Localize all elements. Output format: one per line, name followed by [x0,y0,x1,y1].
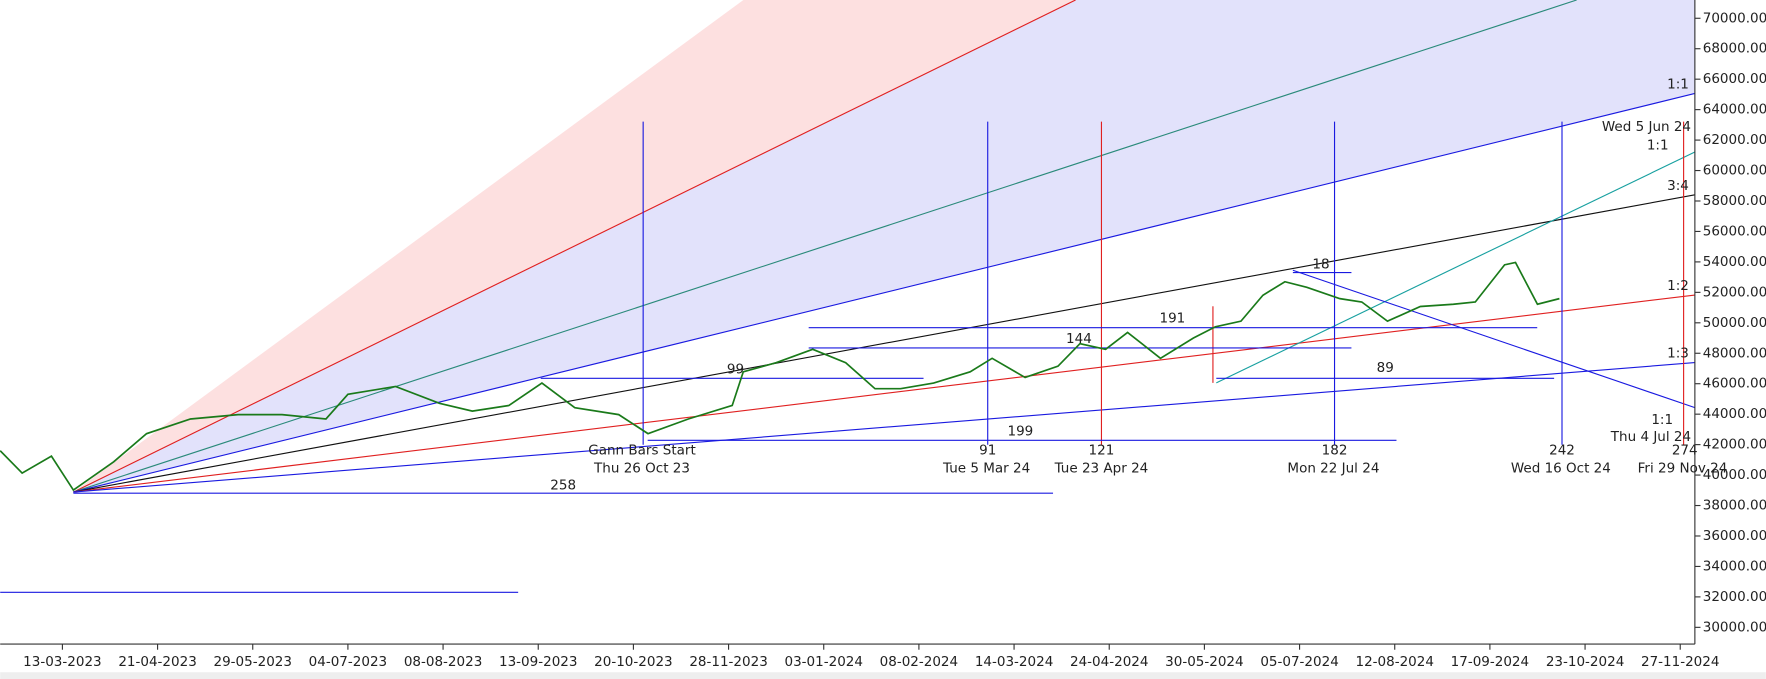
y-tick-label: 64000.00 [1703,102,1766,118]
y-tick-label: 36000.00 [1703,528,1766,544]
annotation: 191 [1160,311,1186,327]
y-tick-label: 30000.00 [1703,619,1766,635]
fan-line [73,0,1076,493]
annotation: Fri 29 Nov 24 [1638,460,1728,476]
y-tick-label: 70000.00 [1703,10,1766,26]
x-tick-label: 30-05-2024 [1165,654,1243,670]
y-tick-label: 52000.00 [1703,284,1766,300]
annotation: 1:2 [1667,278,1689,294]
x-tick-label: 03-01-2024 [785,654,863,670]
y-tick-label: 44000.00 [1703,406,1766,422]
bar-counts [0,271,1555,593]
price-line [0,261,1560,492]
annotation: 182 [1322,442,1348,458]
fan-zone [73,0,1695,493]
x-tick-label: 28-11-2023 [689,654,767,670]
fan-line [73,92,1696,493]
annotation: 99 [727,361,744,377]
y-tick-label: 40000.00 [1703,467,1766,483]
annotation: Wed 16 Oct 24 [1511,460,1611,476]
time-markers [642,121,1685,445]
status-strip [0,672,1766,679]
y-tick-label: 54000.00 [1703,254,1766,270]
annotations: 1:1 Wed 5 Jun 24 1:1 3:4 1:2 1:3 1:1 Thu… [550,76,1727,493]
x-tick-label: 04-07-2023 [309,654,387,670]
fan-line [73,194,1695,493]
annotation: 91 [979,442,996,458]
x-tick-label: 08-02-2024 [880,654,958,670]
annotation: 242 [1549,442,1575,458]
y-tick-label: 68000.00 [1703,41,1766,57]
x-tick-label: 13-03-2023 [23,654,101,670]
y-tick-label: 48000.00 [1703,345,1766,361]
annotation: Tue 5 Mar 24 [942,460,1030,476]
y-tick-label: 42000.00 [1703,437,1766,453]
y-tick-label: 66000.00 [1703,71,1766,87]
x-tick-label: 13-09-2023 [499,654,577,670]
annotation: 121 [1089,442,1115,458]
annotation: Wed 5 Jun 24 [1602,119,1691,135]
x-tick-label: 12-08-2024 [1355,654,1433,670]
annotation: 199 [1007,423,1033,439]
x-tick-label: 21-04-2023 [118,654,196,670]
x-tick-label: 05-07-2024 [1260,654,1338,670]
y-tick-label: 34000.00 [1703,558,1766,574]
x-tick-label: 08-08-2023 [404,654,482,670]
annotation: 1:1 [1647,137,1669,153]
x-tick-label: 29-05-2023 [214,654,292,670]
x-tick-label: 14-03-2024 [975,654,1053,670]
fan-line [73,0,1577,493]
annotation: 258 [550,477,576,493]
y-tick-label: 58000.00 [1703,193,1766,209]
y-tick-label: 60000.00 [1703,163,1766,179]
x-tick-label: 27-11-2024 [1641,654,1719,670]
y-tick-label: 62000.00 [1703,132,1766,148]
x-tick-label: 24-04-2024 [1070,654,1148,670]
annotation: 3:4 [1667,178,1689,194]
annotation: 89 [1377,360,1394,376]
annotation: 144 [1066,331,1092,347]
fan-line [73,362,1695,493]
annotation: Gann Bars Start [588,442,696,458]
x-tick-label: 20-10-2023 [594,654,672,670]
y-tick-label: 56000.00 [1703,223,1766,239]
gann-fan [73,0,1696,493]
annotation: Tue 23 Apr 24 [1054,460,1149,476]
annotation: 1:1 [1667,76,1689,92]
y-tick-label: 32000.00 [1703,589,1766,605]
annotation: Thu 4 Jul 24 [1610,429,1691,445]
x-tick-label: 23-10-2024 [1546,654,1624,670]
trend-line [1216,151,1696,384]
annotation: Mon 22 Jul 24 [1287,460,1379,476]
y-tick-label: 38000.00 [1703,498,1766,514]
trend-line [1292,269,1696,409]
annotation: 274 [1672,442,1698,458]
annotation: Thu 26 Oct 23 [593,460,690,476]
y-tick-label: 46000.00 [1703,376,1766,392]
x-tick-label: 17-09-2024 [1451,654,1529,670]
y-tick-label: 50000.00 [1703,315,1766,331]
annotation: 18 [1312,257,1329,273]
annotation: 1:1 [1651,412,1673,428]
annotation: 1:3 [1667,346,1689,362]
